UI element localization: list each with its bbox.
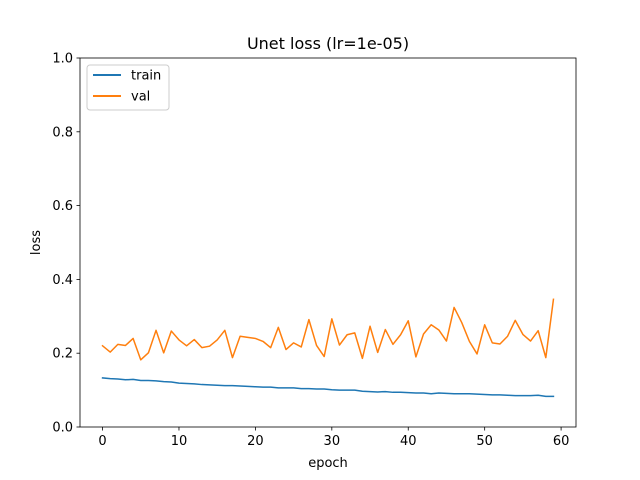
- x-tick-label: 10: [171, 434, 188, 449]
- legend-label-val: val: [131, 90, 150, 105]
- chart-title: Unet loss (lr=1e-05): [247, 34, 409, 53]
- plot-area: [101, 298, 555, 398]
- y-axis-label: loss: [29, 230, 44, 255]
- x-tick-label: 60: [553, 434, 570, 449]
- y-tick-label: 0.2: [52, 347, 73, 362]
- axes-frame: [79, 57, 577, 428]
- legend-label-train: train: [131, 69, 161, 84]
- legend: train val: [86, 64, 170, 111]
- series-line-train: [101, 377, 555, 398]
- x-tick-label: 0: [98, 434, 106, 449]
- series-line-val: [101, 298, 555, 361]
- y-tick-label: 0.0: [52, 421, 73, 436]
- y-tick-label: 0.6: [52, 199, 73, 214]
- x-axis: 0 10 20 30 40 50 60: [98, 427, 569, 449]
- y-tick-label: 1.0: [52, 52, 73, 67]
- y-axis: 0.0 0.2 0.4 0.6 0.8 1.0: [52, 52, 80, 436]
- x-tick-label: 30: [324, 434, 341, 449]
- x-tick-label: 40: [400, 434, 417, 449]
- x-axis-label: epoch: [308, 456, 348, 471]
- y-tick-label: 0.4: [52, 273, 73, 288]
- x-tick-label: 50: [476, 434, 493, 449]
- y-tick-label: 0.8: [52, 125, 73, 140]
- x-tick-label: 20: [247, 434, 264, 449]
- legend-box: [86, 64, 170, 111]
